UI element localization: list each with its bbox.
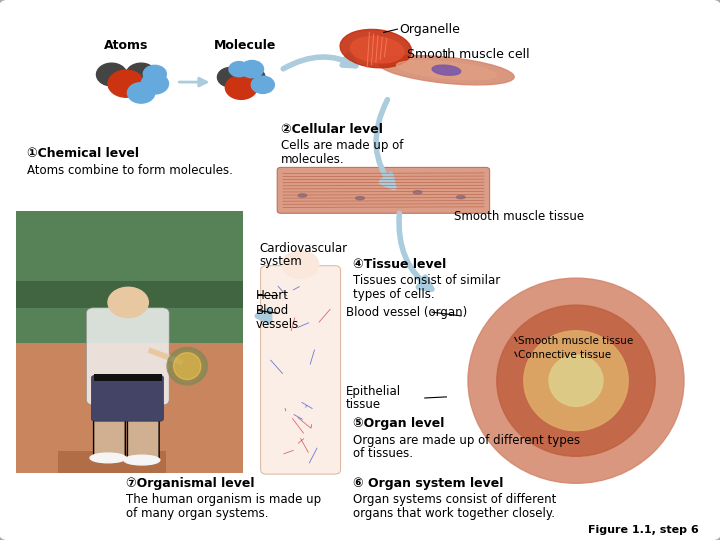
Text: Organ systems consist of different: Organ systems consist of different <box>353 493 556 506</box>
Text: Atoms combine to form molecules.: Atoms combine to form molecules. <box>27 164 233 177</box>
FancyBboxPatch shape <box>94 414 125 458</box>
Text: ⑥ Organ system level: ⑥ Organ system level <box>353 477 503 490</box>
Text: Epithelial: Epithelial <box>346 385 401 398</box>
Text: ⑤Organ level: ⑤Organ level <box>353 417 444 430</box>
Text: molecules.: molecules. <box>281 153 344 166</box>
Text: Connective tissue: Connective tissue <box>518 350 611 360</box>
Text: Figure 1.1, step 6: Figure 1.1, step 6 <box>588 525 698 535</box>
Text: Tissues consist of similar: Tissues consist of similar <box>353 274 500 287</box>
Text: ④Tissue level: ④Tissue level <box>353 258 446 271</box>
Circle shape <box>217 68 243 87</box>
Ellipse shape <box>456 195 465 199</box>
Ellipse shape <box>379 56 514 85</box>
Ellipse shape <box>413 191 422 194</box>
Ellipse shape <box>351 36 404 63</box>
Text: Molecule: Molecule <box>214 39 276 52</box>
Text: organs that work together closely.: organs that work together closely. <box>353 507 555 519</box>
Text: Cells are made up of: Cells are made up of <box>281 139 403 152</box>
FancyBboxPatch shape <box>277 167 490 213</box>
Bar <box>58 451 166 472</box>
Text: Atoms: Atoms <box>104 39 148 52</box>
Text: Organelle: Organelle <box>400 23 461 36</box>
Text: Smooth muscle tissue: Smooth muscle tissue <box>454 210 584 222</box>
Text: of many organ systems.: of many organ systems. <box>126 507 269 519</box>
Bar <box>94 374 162 381</box>
Circle shape <box>143 65 166 83</box>
Text: Cardiovascular: Cardiovascular <box>259 242 347 255</box>
Text: of tissues.: of tissues. <box>353 447 413 460</box>
Ellipse shape <box>174 353 201 380</box>
Circle shape <box>229 62 249 77</box>
FancyBboxPatch shape <box>261 266 341 474</box>
Ellipse shape <box>90 453 126 463</box>
Bar <box>16 281 243 308</box>
Text: system: system <box>259 255 302 268</box>
Text: ②Cellular level: ②Cellular level <box>281 123 382 136</box>
Circle shape <box>240 60 264 78</box>
Ellipse shape <box>432 65 461 75</box>
Circle shape <box>225 76 257 99</box>
Ellipse shape <box>167 348 207 384</box>
Text: Blood: Blood <box>256 304 289 317</box>
Text: Smooth muscle tissue: Smooth muscle tissue <box>518 336 634 346</box>
Text: Smooth muscle cell: Smooth muscle cell <box>407 48 529 60</box>
Ellipse shape <box>298 194 307 197</box>
Text: types of cells.: types of cells. <box>353 288 434 301</box>
Ellipse shape <box>497 305 655 456</box>
Ellipse shape <box>549 355 603 407</box>
Circle shape <box>108 287 148 318</box>
Text: tissue: tissue <box>346 399 381 411</box>
Circle shape <box>251 76 274 93</box>
Circle shape <box>96 63 127 86</box>
Ellipse shape <box>124 455 160 465</box>
Ellipse shape <box>468 278 684 483</box>
Bar <box>16 211 243 343</box>
Ellipse shape <box>356 197 364 200</box>
Text: The human organism is made up: The human organism is made up <box>126 493 321 506</box>
Bar <box>16 343 243 472</box>
Text: Blood vessel (organ): Blood vessel (organ) <box>346 306 467 319</box>
Text: Heart: Heart <box>256 289 289 302</box>
Circle shape <box>108 70 144 97</box>
Circle shape <box>141 73 168 94</box>
Text: vessels: vessels <box>256 318 299 330</box>
FancyBboxPatch shape <box>86 308 169 405</box>
Text: ⑦Organismal level: ⑦Organismal level <box>126 477 254 490</box>
Text: ①Chemical level: ①Chemical level <box>27 147 140 160</box>
Ellipse shape <box>340 29 412 68</box>
FancyBboxPatch shape <box>127 417 159 461</box>
Ellipse shape <box>523 330 628 431</box>
FancyBboxPatch shape <box>91 375 163 421</box>
Ellipse shape <box>397 60 496 80</box>
Circle shape <box>239 68 265 87</box>
Circle shape <box>126 63 156 86</box>
Circle shape <box>282 251 319 279</box>
Text: Organs are made up of different types: Organs are made up of different types <box>353 434 580 447</box>
Circle shape <box>127 83 155 103</box>
